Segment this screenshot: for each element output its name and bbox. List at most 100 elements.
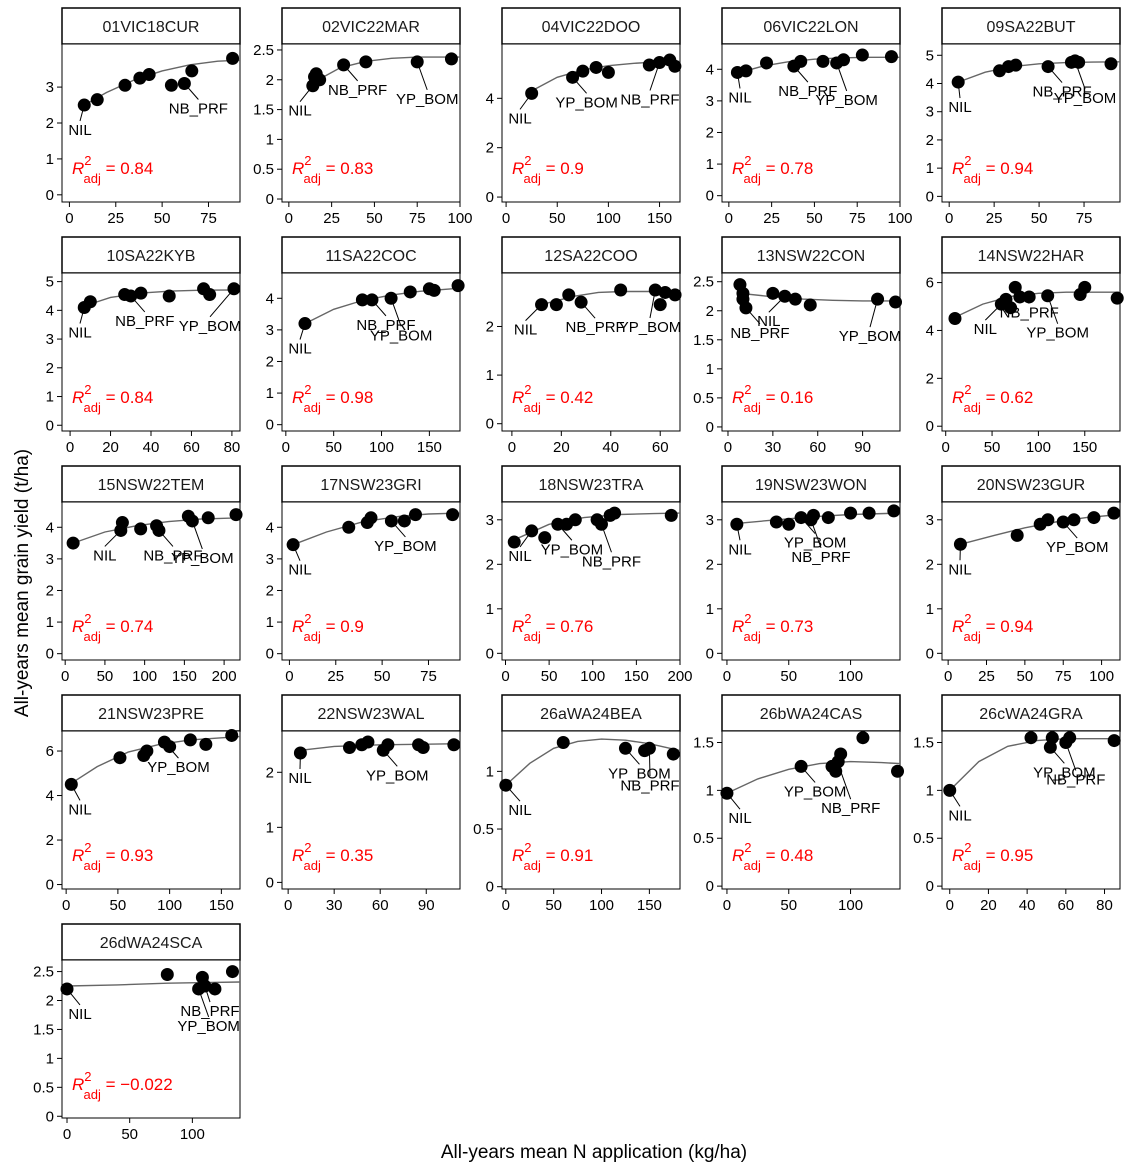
x-tick-label: 0 (282, 439, 290, 456)
label-leader (1049, 746, 1065, 764)
point-label: NB_PRF (356, 317, 415, 334)
x-tick-label: 150 (1072, 439, 1097, 456)
facet-title: 09SA22BUT (987, 19, 1076, 36)
facet-title: 06VIC22LON (763, 19, 858, 36)
plot-area (61, 730, 241, 890)
point-label: YP_BOM (1033, 764, 1096, 781)
data-point (1067, 513, 1081, 527)
y-tick-label: 2 (46, 582, 54, 599)
data-point (948, 311, 962, 325)
label-leader (519, 93, 533, 110)
data-point (1009, 58, 1023, 72)
label-leader (736, 524, 741, 541)
point-label: NIL (68, 1006, 91, 1023)
y-tick-label: 1 (266, 385, 274, 402)
data-point (447, 738, 461, 752)
facet-title: 12SA22COO (544, 248, 637, 265)
y-tick-label: 0 (486, 189, 494, 206)
r2-annotation: R2 adj = 0.35 (292, 840, 373, 873)
y-tick-label: 0 (706, 419, 714, 436)
y-tick-label: 1 (486, 601, 494, 618)
point-label: YP_BOM (619, 319, 682, 336)
label-leader (600, 524, 612, 553)
label-leader (869, 299, 879, 328)
facet-title: 20NSW23GUR (977, 477, 1085, 494)
label-leader (164, 741, 179, 759)
x-tick-label: 60 (809, 439, 826, 456)
facet-title: 26bWA24CAS (760, 706, 863, 723)
facet-title: 14NSW22HAR (978, 248, 1085, 265)
facet-title: 10SA22KYB (107, 248, 196, 265)
point-label: NB_PRF (1032, 84, 1091, 101)
data-point (1110, 291, 1124, 305)
data-point (538, 531, 552, 545)
data-point (416, 741, 430, 755)
y-tick-label: 5 (926, 47, 934, 64)
data-point (1041, 513, 1055, 527)
x-tick-label: 150 (172, 668, 197, 685)
data-point (183, 733, 197, 747)
label-leader (416, 61, 428, 91)
facet-panel: 02VIC22MAR 0 0.5 1 1.5 2 2.5 0 25 50 75 100 NIL NB_PR… (253, 7, 473, 227)
x-tick-label: 40 (1019, 897, 1036, 914)
label-leader (299, 323, 306, 340)
label-leader (625, 747, 640, 765)
label-leader (736, 72, 741, 89)
x-tick-label: 75 (1076, 210, 1093, 227)
x-tick-label: 0 (945, 210, 953, 227)
point-label: YP_BOM (1054, 90, 1117, 107)
label-leader (726, 792, 741, 810)
y-tick-label: 0 (926, 418, 934, 435)
data-point (140, 744, 154, 758)
data-point (134, 286, 148, 300)
x-tick-label: 25 (107, 210, 124, 227)
x-tick-label: 100 (132, 668, 157, 685)
data-point (409, 508, 422, 522)
x-tick-label: 50 (110, 897, 127, 914)
r2-annotation: R2 adj = 0.42 (512, 382, 593, 415)
data-point (1013, 290, 1027, 304)
data-point (788, 292, 802, 306)
data-point (834, 747, 848, 761)
facet-title: 04VIC22DOO (542, 19, 641, 36)
x-tick-label: 50 (97, 668, 114, 685)
data-point (642, 58, 656, 72)
data-point (118, 78, 132, 92)
data-point (1107, 734, 1121, 748)
y-tick-label: 4 (46, 788, 54, 805)
x-tick-label: 30 (765, 439, 782, 456)
label-leader (648, 748, 651, 777)
r2-annotation: R2 adj = 0.94 (952, 611, 1033, 644)
x-tick-label: 100 (580, 668, 605, 685)
facet-title: 11SA22COC (325, 248, 416, 265)
facet-title: 17NSW23GRI (320, 477, 421, 494)
data-point (760, 56, 773, 70)
x-tick-label: 50 (780, 897, 797, 914)
y-tick-label: 0 (266, 646, 274, 663)
x-tick-label: 150 (624, 668, 649, 685)
label-leader (1074, 60, 1086, 90)
data-point (163, 740, 177, 754)
label-leader (1047, 66, 1063, 83)
y-tick-label: 3 (486, 512, 494, 529)
point-label: NB_PRF (169, 101, 228, 118)
facet-title: 18NSW23TRA (539, 477, 644, 494)
point-label: NIL (508, 548, 531, 565)
data-point (225, 965, 239, 979)
r2-annotation: R2 adj = 0.98 (292, 382, 373, 415)
data-point (342, 520, 356, 534)
data-point (134, 522, 148, 536)
point-label: NIL (93, 547, 116, 564)
point-label: YP_BOM (541, 541, 604, 558)
x-tick-label: 0 (61, 668, 69, 685)
x-tick-label: 75 (849, 210, 866, 227)
x-tick-label: 0 (65, 210, 73, 227)
data-point (397, 514, 411, 528)
point-label: NB_PRF (1000, 304, 1059, 321)
fitted-curve (83, 59, 241, 106)
y-tick-label: 1 (46, 389, 54, 406)
plot-area (281, 501, 461, 661)
label-leader (572, 76, 587, 94)
x-tick-label: 20 (553, 439, 570, 456)
y-tick-label: 3 (706, 93, 714, 110)
